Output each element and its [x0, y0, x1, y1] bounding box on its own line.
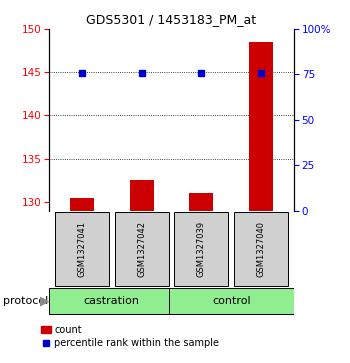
Bar: [168, 288, 294, 314]
Bar: [115, 212, 168, 286]
Text: GSM1327040: GSM1327040: [257, 221, 266, 277]
Text: castration: castration: [84, 296, 140, 306]
Text: ▶: ▶: [40, 294, 50, 307]
Bar: [234, 212, 288, 286]
Bar: [249, 42, 273, 211]
Title: GDS5301 / 1453183_PM_at: GDS5301 / 1453183_PM_at: [86, 13, 257, 26]
Text: GSM1327042: GSM1327042: [137, 221, 146, 277]
Text: GSM1327039: GSM1327039: [197, 221, 206, 277]
Bar: [55, 212, 109, 286]
Text: GSM1327041: GSM1327041: [77, 221, 86, 277]
Bar: [70, 199, 94, 211]
Bar: [49, 288, 175, 314]
Bar: [189, 193, 214, 211]
Text: control: control: [212, 296, 251, 306]
Legend: count, percentile rank within the sample: count, percentile rank within the sample: [40, 324, 220, 349]
Bar: [175, 212, 228, 286]
Text: protocol: protocol: [4, 295, 49, 306]
Bar: [130, 180, 154, 211]
